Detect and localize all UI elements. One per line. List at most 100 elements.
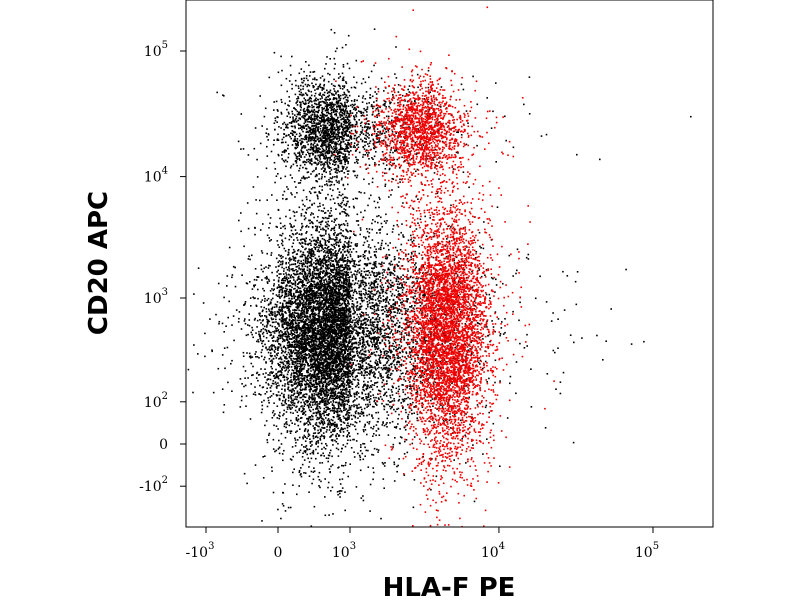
event-point [385,362,388,364]
event-point [449,346,452,349]
event-point [294,250,296,253]
event-point [288,318,291,321]
event-point [373,371,375,373]
event-point [381,328,383,331]
event-point [296,265,299,268]
event-point [404,440,406,443]
event-point [307,318,310,320]
event-point [306,224,308,227]
event-point [358,297,360,299]
event-point [412,296,414,299]
event-point [296,405,298,408]
event-point [328,235,331,237]
event-point [301,311,304,314]
event-point [515,392,517,395]
event-point [386,380,388,382]
event-point [337,315,339,317]
event-point [270,345,272,347]
event-point [302,452,304,454]
event-point [387,333,390,336]
event-point [356,333,359,335]
event-point [305,319,307,321]
event-point [303,276,305,279]
event-point [327,210,329,212]
event-point [410,358,413,360]
event-point [374,362,377,365]
event-point [396,224,399,226]
event-point [433,397,436,399]
event-point [397,290,400,293]
event-point [342,349,345,351]
event-point [294,295,297,298]
event-point [331,486,334,489]
event-point [345,215,348,217]
event-point [301,405,303,407]
event-point [273,332,276,334]
event-point [357,383,360,386]
event-point [328,389,331,392]
event-point [278,284,280,286]
event-point [378,318,380,321]
event-point [325,244,328,247]
event-point [393,463,396,466]
event-point [335,382,338,384]
event-point [380,248,382,251]
event-point [393,340,396,342]
event-point [290,379,292,381]
event-point [303,311,305,314]
event-point [277,349,279,351]
event-point [308,293,311,296]
event-point [343,301,346,303]
event-point [292,276,295,279]
event-point [318,425,320,428]
event-point [254,353,256,355]
event-point [460,265,462,267]
event-point [345,279,348,282]
event-point [254,386,256,388]
event-point [293,225,295,227]
event-point [290,359,293,361]
event-point [327,288,329,291]
event-point [316,348,318,351]
event-point [336,157,338,160]
event-point [332,233,335,235]
event-point [238,311,241,313]
event-point [341,256,344,259]
event-point [258,333,260,335]
event-point [359,412,361,415]
event-point [298,345,301,347]
event-point [346,403,349,406]
event-point [391,164,393,167]
event-point [315,386,317,388]
event-point [363,407,366,410]
event-point [278,325,280,327]
event-point [254,268,257,270]
event-point [348,392,351,395]
event-point [312,478,315,481]
event-point [336,364,339,366]
event-point [335,144,337,146]
event-point [306,324,309,326]
event-point [512,310,514,313]
event-point [286,269,289,271]
event-point [394,366,397,368]
event-point [294,380,297,383]
event-point [449,413,451,415]
event-point [333,317,335,319]
event-point [379,333,382,336]
event-point [297,260,299,262]
event-point [332,284,334,287]
event-point [349,435,351,438]
event-point [271,411,274,414]
event-point [285,319,287,322]
event-point [294,229,297,231]
event-point [280,319,283,321]
event-point [294,299,297,302]
event-point [399,257,402,260]
event-point [314,397,316,399]
event-point [382,364,385,367]
event-point [296,385,298,388]
event-point [554,351,556,354]
event-point [492,422,495,425]
event-point [400,301,403,304]
